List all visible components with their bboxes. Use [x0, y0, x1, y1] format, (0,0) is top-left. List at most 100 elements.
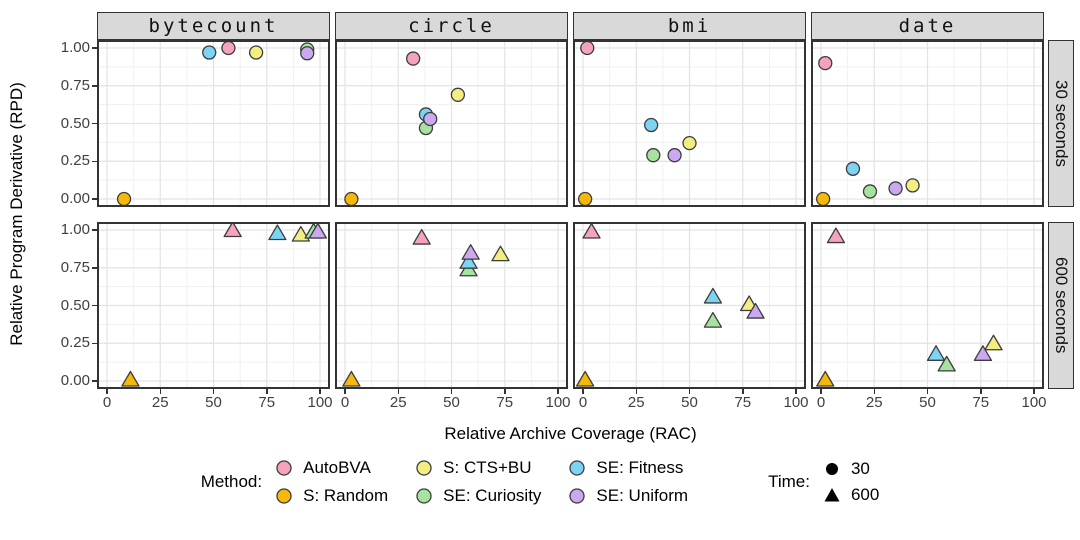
- x-tick-label: 100: [1021, 394, 1047, 411]
- data-point-se-fitness: [268, 224, 287, 241]
- y-tick-label: 0.25: [60, 334, 90, 352]
- x-tick-label: 75: [734, 394, 752, 411]
- legend-entry-label: AutoBVA: [303, 458, 371, 477]
- facet-panel-date-30-seconds: [811, 40, 1044, 207]
- panel-border: [97, 222, 330, 389]
- x-tick-mark: [1033, 389, 1035, 394]
- y-tick-mark: [92, 47, 97, 49]
- y-tick-mark: [92, 160, 97, 162]
- y-tick-label: 0.00: [60, 372, 90, 389]
- panel-border: [335, 222, 568, 389]
- legend-entry-label: S: Random: [303, 486, 389, 505]
- method-legend-title: Method:: [200, 472, 263, 491]
- data-point-s-cts-bu: [491, 245, 510, 262]
- data-point-s-random: [577, 191, 593, 207]
- panel-border: [335, 40, 568, 207]
- x-tick-mark: [450, 389, 453, 394]
- x-tick-label: 25: [389, 394, 407, 411]
- panel-canvas: [335, 222, 568, 389]
- x-tick-mark: [742, 389, 744, 394]
- facet-panel-bytecount-600-seconds: [97, 221, 330, 389]
- y-tick-mark: [92, 85, 97, 87]
- facet-strip-600-seconds: 600 seconds: [1048, 222, 1074, 389]
- data-point-s-random: [575, 370, 595, 387]
- data-point-se-curiosity: [703, 311, 723, 328]
- y-tick-label: 0.50: [60, 296, 90, 314]
- method-key-circle-icon: [414, 486, 434, 506]
- panel-canvas: [811, 40, 1044, 207]
- facet-panel-date-600-seconds: [811, 222, 1044, 389]
- x-tick-mark: [397, 389, 399, 394]
- legend-entry-label: SE: Uniform: [596, 486, 689, 505]
- x-tick-label: 50: [443, 394, 460, 411]
- x-tick-mark: [820, 389, 822, 394]
- x-tick-mark: [266, 389, 268, 394]
- facet-panel-circle-30-seconds: [335, 40, 568, 207]
- x-tick-label: 25: [865, 394, 883, 411]
- data-point-se-curiosity: [646, 148, 661, 163]
- method-key-circle-icon: [274, 486, 294, 506]
- y-tick-mark: [92, 342, 97, 344]
- x-tick-label: 0: [340, 394, 350, 411]
- data-point-se-fitness: [644, 117, 659, 133]
- time-key-circle-icon: [822, 459, 842, 479]
- y-tick-label: 0.50: [60, 114, 90, 132]
- data-point-se-uniform: [746, 302, 765, 319]
- time-legend-entries: 30 600: [822, 459, 879, 505]
- data-point-se-uniform: [461, 243, 480, 260]
- x-tick-label: 50: [919, 394, 936, 411]
- panel-canvas: [573, 222, 806, 389]
- legend-entry-s-cts-bu: S: CTS+BU: [414, 458, 541, 478]
- data-point-autobva: [221, 40, 236, 56]
- data-point-s-cts-bu: [450, 87, 466, 102]
- x-axis-title: Relative Archive Coverage (RAC): [444, 424, 697, 443]
- panel-border: [811, 222, 1044, 389]
- data-point-autobva: [412, 228, 431, 245]
- y-tick-mark: [92, 267, 97, 269]
- y-axis-title: Relative Program Derivative (RPD): [7, 82, 26, 346]
- data-point-s-cts-bu: [682, 135, 697, 151]
- data-point-s-random: [816, 370, 835, 387]
- data-point-autobva: [582, 222, 601, 239]
- x-tick-label: 100: [545, 394, 571, 411]
- data-point-s-random: [344, 191, 359, 207]
- method-key-circle-icon: [274, 458, 294, 478]
- x-tick-label: 100: [307, 394, 333, 411]
- facet-strip-30-seconds: 30 seconds: [1048, 40, 1074, 207]
- data-point-autobva: [826, 227, 846, 244]
- x-tick-mark: [557, 389, 559, 394]
- y-tick-mark: [92, 229, 97, 231]
- data-point-autobva: [406, 51, 421, 66]
- y-tick-label: 0.25: [60, 152, 90, 170]
- data-point-se-fitness: [926, 345, 946, 361]
- x-tick-mark: [688, 389, 691, 394]
- y-tick-label: 1.00: [60, 39, 90, 56]
- legend-entry-label: S: CTS+BU: [443, 458, 532, 477]
- legend-entry-autobva: AutoBVA: [274, 458, 388, 478]
- facet-panel-bmi-30-seconds: [573, 40, 806, 207]
- legend-entry-label: SE: Fitness: [596, 458, 684, 477]
- data-point-se-uniform: [667, 148, 682, 163]
- time-legend-entry-label: 30: [850, 459, 870, 478]
- legend-entry-se-fitness: SE: Fitness: [567, 458, 688, 478]
- data-point-s-random: [342, 370, 361, 387]
- data-point-s-cts-bu: [905, 178, 920, 193]
- data-point-s-cts-bu: [984, 334, 1003, 351]
- data-point-se-uniform: [308, 222, 328, 239]
- data-point-se-curiosity: [937, 355, 956, 372]
- time-key-triangle-icon: [822, 485, 842, 505]
- panel-canvas: [97, 221, 330, 389]
- method-key-circle-icon: [414, 458, 434, 478]
- x-tick-label: 25: [151, 394, 169, 411]
- x-tick-mark: [504, 389, 506, 394]
- time-legend-entry-30: 30: [822, 459, 879, 479]
- x-tick-mark: [159, 389, 161, 394]
- legend-entry-se-curiosity: SE: Curiosity: [414, 486, 541, 506]
- x-tick-mark: [319, 389, 321, 394]
- facet-panel-bmi-600-seconds: [573, 222, 806, 389]
- data-point-se-uniform: [423, 111, 438, 127]
- y-tick-mark: [92, 380, 97, 382]
- y-tick-mark: [92, 122, 97, 125]
- data-point-se-curiosity: [862, 184, 878, 199]
